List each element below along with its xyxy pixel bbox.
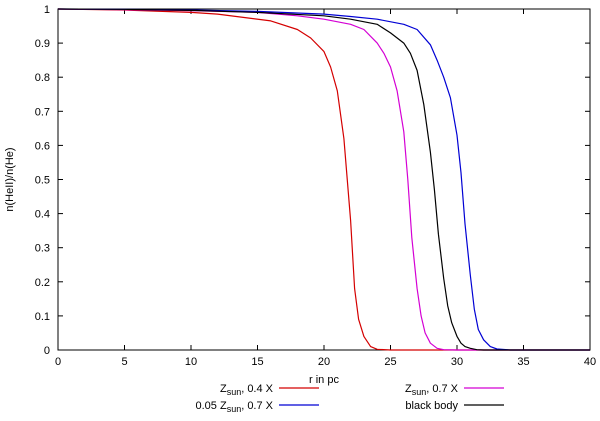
x-tick-label: 0 (55, 356, 61, 368)
y-tick-label: 0.9 (35, 38, 50, 50)
legend-label: Zsun, 0.4 X (220, 383, 274, 397)
legend-text-part: Z (405, 383, 412, 395)
x-axis-title: r in pc (309, 374, 339, 386)
x-tick-label: 35 (517, 356, 529, 368)
y-tick-label: 0.7 (35, 106, 50, 118)
series-lines (57, 8, 590, 351)
legend-entry: black body (405, 400, 504, 412)
y-tick-label: 1 (44, 4, 50, 16)
legend-text-part: 0.05 Z (196, 400, 227, 412)
series-line-1 (57, 8, 590, 351)
x-tick-label: 25 (384, 356, 396, 368)
x-tick-label: 20 (318, 356, 330, 368)
legend-subscript: sun (412, 387, 427, 397)
y-tick-label: 0.8 (35, 72, 50, 84)
legend-label: 0.05 Zsun, 0.7 X (196, 400, 274, 414)
y-tick-label: 0 (44, 345, 50, 357)
series-line-3 (57, 8, 590, 351)
legend-label: black body (405, 400, 458, 412)
x-tick-label: 30 (451, 356, 463, 368)
axis-ticks: 0 5 10 15 20 25 30 35 40 0 0.1 0.2 0.3 0.4 0.5 0.6 0.7 0.… (35, 4, 596, 368)
legend-entry: Zsun, 0.7 X (405, 383, 504, 397)
y-tick-label: 0.4 (35, 209, 50, 221)
x-tick-label: 40 (584, 356, 596, 368)
series-line-4 (57, 8, 590, 351)
legend-subscript: sun (227, 387, 242, 397)
y-tick-label: 0.6 (35, 140, 50, 152)
x-tick-label: 15 (251, 356, 263, 368)
legend-text-part: , 0.7 X (426, 383, 458, 395)
y-tick-label: 0.3 (35, 243, 50, 255)
legend-subscript: sun (227, 404, 242, 414)
x-tick-label: 10 (185, 356, 197, 368)
y-tick-label: 0.2 (35, 277, 50, 289)
x-tick-label: 5 (121, 356, 127, 368)
legend-text-part: Z (220, 383, 227, 395)
series-line-2 (57, 8, 590, 351)
legend-text-part: , 0.7 X (241, 400, 273, 412)
legend-text-part: black body (405, 400, 458, 412)
legend-text-part: , 0.4 X (241, 383, 273, 395)
legend-entry: Zsun, 0.4 X (220, 383, 319, 397)
legend-entry: 0.05 Zsun, 0.7 X (196, 400, 319, 414)
y-tick-label: 0.5 (35, 175, 50, 187)
y-tick-label: 0.1 (35, 311, 50, 323)
legend-label: Zsun, 0.7 X (405, 383, 459, 397)
y-axis-title: n(HeII)/n(He) (4, 147, 16, 211)
